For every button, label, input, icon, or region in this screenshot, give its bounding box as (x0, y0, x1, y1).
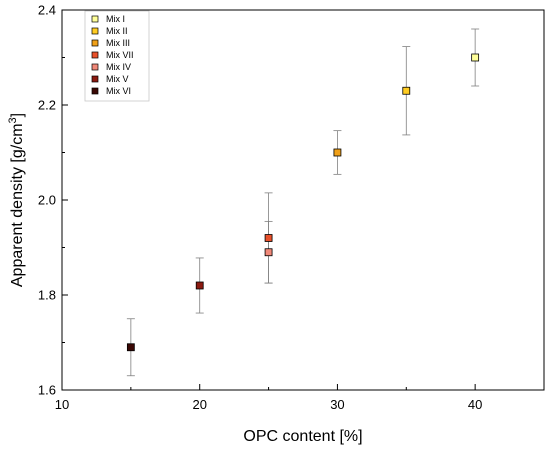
legend-label: Mix I (106, 14, 125, 24)
data-point (333, 148, 342, 157)
x-axis-title: OPC content [%] (243, 428, 362, 445)
legend-label: Mix III (106, 38, 130, 48)
legend-label: Mix VII (106, 50, 134, 60)
legend-label: Mix VI (106, 86, 131, 96)
data-point (264, 248, 273, 257)
y-axis-title-close: ] (9, 113, 26, 117)
data-point (402, 86, 411, 95)
y-tick-label: 1.8 (38, 288, 56, 303)
x-tick-label: 20 (192, 397, 206, 412)
x-tick-label: 30 (330, 397, 344, 412)
y-tick-label: 2.0 (38, 193, 56, 208)
data-point (126, 343, 135, 352)
legend: Mix I Mix II Mix III Mix VII Mix IV Mix V Mix … (84, 10, 150, 102)
y-tick-label: 2.2 (38, 98, 56, 113)
data-point (471, 53, 480, 62)
data-point (195, 281, 204, 290)
legend-marker (91, 39, 99, 47)
y-axis-title: Apparent density [g/cm3] (7, 113, 26, 287)
y-tick-label: 1.6 (38, 383, 56, 398)
y-tick-label: 2.4 (38, 3, 56, 18)
x-tick-label: 40 (468, 397, 482, 412)
legend-label: Mix IV (106, 62, 131, 72)
legend-marker (91, 27, 99, 35)
legend-marker (91, 51, 99, 59)
legend-marker (91, 87, 99, 95)
y-axis-title-sup: 3 (7, 117, 19, 123)
legend-label: Mix V (106, 74, 129, 84)
legend-marker (91, 75, 99, 83)
legend-marker (91, 15, 99, 23)
x-tick-label: 10 (55, 397, 69, 412)
data-point (264, 234, 273, 242)
legend-label: Mix II (106, 26, 128, 36)
legend-marker (91, 63, 99, 71)
y-axis-title-main: Apparent density [g/cm (9, 123, 26, 287)
